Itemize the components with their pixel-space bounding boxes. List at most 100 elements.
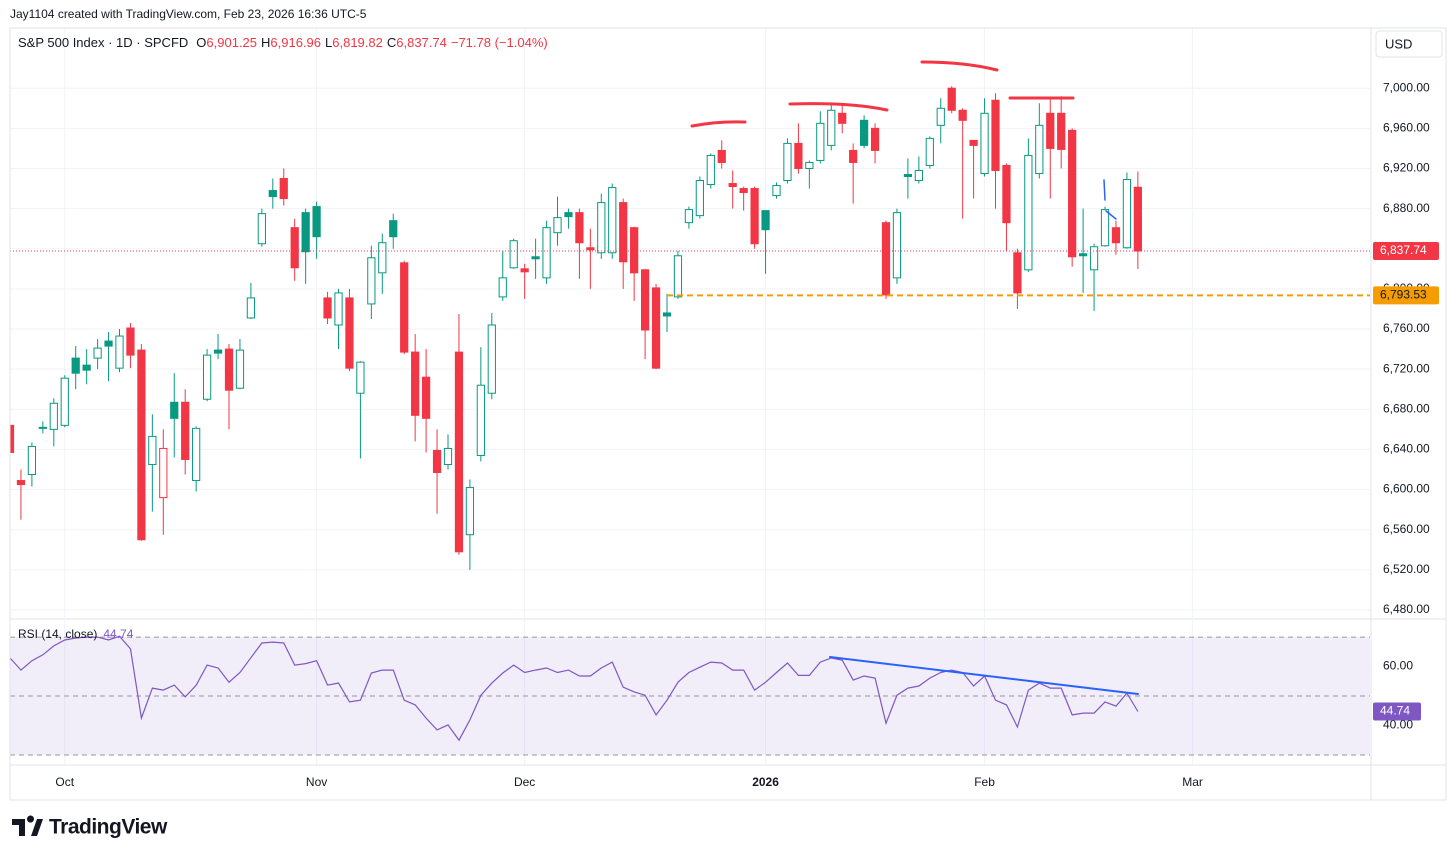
candle-body xyxy=(838,112,847,124)
x-tick-label: Mar xyxy=(1182,775,1203,789)
candle-body xyxy=(969,139,978,146)
candle-body xyxy=(586,247,595,251)
candle-body xyxy=(531,256,540,260)
candle-body xyxy=(60,377,69,426)
currency[interactable]: USD xyxy=(1385,36,1412,51)
candle-body xyxy=(1111,227,1121,244)
y-tick-label: 6,600.00 xyxy=(1383,482,1430,496)
candle-body xyxy=(903,173,913,178)
candle-body xyxy=(421,376,431,419)
y-tick-label: 6,960.00 xyxy=(1383,121,1430,135)
candle-body xyxy=(859,119,869,146)
candle-body xyxy=(695,180,704,217)
candle-body xyxy=(619,202,628,263)
candle-body xyxy=(27,445,37,476)
candle-body xyxy=(312,206,321,238)
legend-key: H xyxy=(261,35,270,50)
y-tick-label: 6,640.00 xyxy=(1383,442,1430,456)
candle-body xyxy=(564,212,573,218)
candle-body xyxy=(104,340,113,347)
candle-body xyxy=(761,210,770,231)
candle-body xyxy=(1089,246,1099,271)
axes: Oct Nov Dec 2026 Feb Mar 6,480.00 6,520.00 6,560… xyxy=(55,80,1439,789)
candle-body xyxy=(717,149,726,163)
candle-body xyxy=(181,401,190,460)
y-tick-label: 6,520.00 xyxy=(1383,562,1430,576)
candle-body xyxy=(630,227,639,274)
candle-body xyxy=(115,335,124,369)
candle-body xyxy=(1100,209,1110,247)
drawing-arc xyxy=(788,102,889,112)
rsi-name: RSI (14, close) xyxy=(18,627,97,641)
candle-body xyxy=(465,487,475,536)
candle-body xyxy=(750,188,759,245)
candle-body xyxy=(202,354,212,400)
candle-body xyxy=(432,449,442,474)
x-tick-label: 2026 xyxy=(752,775,779,789)
chart-frame xyxy=(9,27,1447,801)
candle-body xyxy=(673,255,683,298)
candle-body xyxy=(345,297,354,369)
candle-body xyxy=(706,154,715,186)
candle-body xyxy=(192,427,201,482)
candle-body xyxy=(213,349,223,354)
candle-body xyxy=(257,213,266,245)
candle-body xyxy=(411,351,420,416)
x-tick-label: Feb xyxy=(974,775,995,789)
rsi-legend: RSI (14, close) 44.74 xyxy=(18,627,134,641)
logo: TradingView xyxy=(12,816,168,839)
candle-body xyxy=(323,297,332,319)
candle-body xyxy=(137,349,146,541)
y-tick-label: 6,480.00 xyxy=(1383,602,1430,616)
logo-icon xyxy=(12,815,43,836)
rsi-tick-label: 40.00 xyxy=(1383,718,1413,732)
candle-body xyxy=(82,364,91,371)
last-price-label: 6,837.74 xyxy=(1380,243,1427,257)
rsi-pane xyxy=(10,635,1370,756)
legend-key: C xyxy=(387,35,396,50)
legend-value: 6,901.25 xyxy=(206,35,257,50)
y-tick-label: 6,560.00 xyxy=(1383,522,1430,536)
drawing-arc xyxy=(690,120,747,128)
candle-body xyxy=(991,99,1000,171)
candle-body xyxy=(651,287,661,369)
candle-body xyxy=(1133,186,1142,252)
hline-badge xyxy=(1373,286,1439,305)
candle-body xyxy=(936,107,945,126)
last-price-badge xyxy=(1373,242,1439,261)
candle-body xyxy=(980,112,989,174)
credit: Jay1104 created with TradingView.com, Fe… xyxy=(10,7,367,21)
candle-body xyxy=(279,178,288,200)
candle-body xyxy=(443,447,453,465)
candle-body xyxy=(487,324,496,394)
candle-body xyxy=(684,209,694,224)
y-tick-label: 6,920.00 xyxy=(1383,161,1430,175)
candle-body xyxy=(892,212,902,279)
candle-body xyxy=(739,188,748,194)
currency-box[interactable] xyxy=(1375,30,1443,58)
candle-body xyxy=(805,161,814,169)
rsi-badge-label: 44.74 xyxy=(1380,704,1410,718)
y-tick-label: 6,760.00 xyxy=(1383,321,1430,335)
candle-body xyxy=(816,122,825,161)
candle-body xyxy=(10,424,15,453)
legend-value: 6,819.82 xyxy=(332,35,383,50)
candle-body xyxy=(1024,154,1033,271)
candle-body xyxy=(49,402,58,430)
candle-body xyxy=(575,212,584,244)
candle-body xyxy=(597,202,606,254)
legend-value: 6,837.74 xyxy=(396,35,447,50)
candle-body xyxy=(268,190,277,198)
price-legend: S&P 500 Index · 1D · SPCFD O6,901.25 H6,91… xyxy=(18,35,548,50)
legend-key: O xyxy=(196,35,206,50)
candle-body xyxy=(389,220,398,238)
rsi-badge xyxy=(1373,702,1421,721)
candle-body xyxy=(159,447,168,499)
candle-body xyxy=(38,426,47,429)
candle-body xyxy=(1078,253,1088,257)
y-tick-label: 6,880.00 xyxy=(1383,201,1430,215)
legend-change: −71.78 (−1.04%) xyxy=(451,35,548,50)
candle-body xyxy=(1046,112,1055,149)
